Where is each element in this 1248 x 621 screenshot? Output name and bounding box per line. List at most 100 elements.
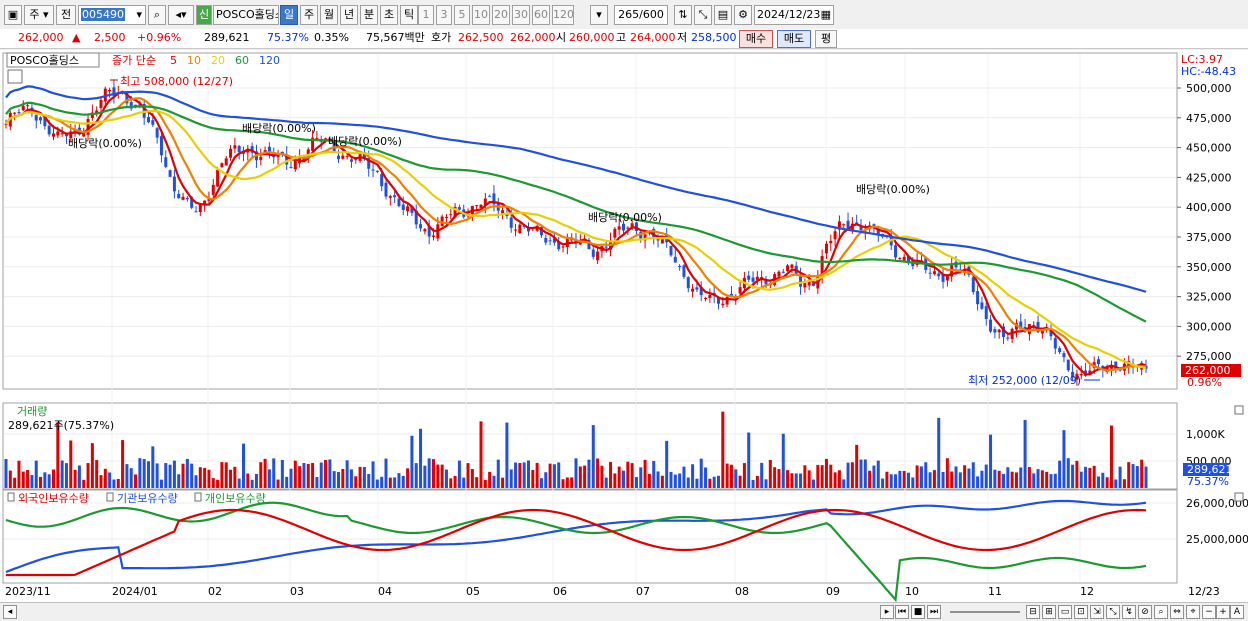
interval-button-5[interactable]: 30: [512, 5, 530, 25]
average-button[interactable]: 평: [815, 30, 837, 48]
current-price: 262,000: [18, 31, 64, 44]
volume-bar: [1135, 466, 1139, 488]
chart-tool-icon[interactable]: ⇅: [674, 5, 692, 25]
tool-icon-3[interactable]: ▭: [1058, 605, 1072, 619]
tool-icon-9[interactable]: ⌕: [1154, 605, 1168, 619]
candle-body: [427, 226, 431, 237]
tool-icon-11[interactable]: ⌖: [1186, 605, 1200, 619]
tool-icon-5[interactable]: ⇲: [1090, 605, 1104, 619]
candle-body: [90, 112, 94, 118]
volume-bar: [90, 443, 94, 488]
up-triangle-icon: ▲: [72, 31, 81, 44]
date-field[interactable]: 2024/12/23 ▦: [754, 5, 834, 25]
settings-icon[interactable]: ⚙: [734, 5, 752, 25]
zoom-in-icon[interactable]: +: [1216, 605, 1230, 619]
scroll-right-icon[interactable]: ▸: [880, 605, 894, 619]
speaker-icon[interactable]: ◂▾: [168, 5, 194, 25]
candle-body: [129, 102, 133, 109]
ma-legend-3: 60: [235, 54, 249, 67]
candle-body: [842, 224, 846, 226]
volume-bar: [280, 459, 284, 488]
stock-chart[interactable]: 500,000 475,000 450,000 425,000 400,000 375,0…: [0, 50, 1248, 602]
auto-scale-icon[interactable]: A: [1230, 605, 1244, 619]
first-page-icon[interactable]: ⏮: [895, 605, 909, 619]
save-icon[interactable]: ▤: [714, 5, 732, 25]
candle-body: [220, 163, 224, 168]
volume-tag-bg: [1183, 463, 1229, 476]
tool-icon-6[interactable]: ⤡: [1106, 605, 1120, 619]
tool-icon-8[interactable]: ⊘: [1138, 605, 1152, 619]
interval-dropdown[interactable]: ▾: [590, 5, 608, 25]
bottom-scrollbar[interactable]: ◂ ▸ ⏮ ■ ⏭ ⊟ ⊞ ▭ ⊡ ⇲ ⤡ ↯ ⊘ ⌕ ⇔ ⌖ − + A: [0, 602, 1248, 621]
stock-code-input[interactable]: 005490 ▾: [78, 5, 146, 25]
buy-button[interactable]: 매수: [739, 30, 773, 48]
volume-panel-close-icon[interactable]: [1234, 405, 1244, 415]
candle-body: [1006, 337, 1010, 339]
volume-bar: [1019, 467, 1023, 488]
volume-bar: [673, 474, 677, 488]
zoom-slider[interactable]: [950, 611, 1020, 613]
interval-button-6[interactable]: 60: [532, 5, 550, 25]
prev-button[interactable]: 전: [56, 5, 76, 25]
candle-body: [984, 306, 988, 320]
volume-bar: [393, 477, 397, 488]
candle-body: [691, 288, 695, 292]
volume-bar: [950, 471, 954, 488]
candle-body: [43, 117, 47, 127]
tool-icon-1[interactable]: ⊟: [1026, 605, 1040, 619]
calculator-icon[interactable]: [7, 69, 23, 84]
volume-bar: [1131, 464, 1135, 488]
last-page-icon[interactable]: ⏭: [927, 605, 941, 619]
layout-icon[interactable]: ▣: [4, 5, 22, 25]
interval-button-0[interactable]: 1: [418, 5, 434, 25]
interval-button-2[interactable]: 5: [454, 5, 470, 25]
interval-button-1[interactable]: 3: [436, 5, 452, 25]
sell-button[interactable]: 매도: [777, 30, 811, 48]
volume-bar: [181, 463, 185, 488]
volume-bar: [997, 470, 1001, 488]
candle-body: [777, 271, 781, 277]
period-tab-5[interactable]: 초: [380, 5, 398, 25]
tool-icon-10[interactable]: ⇔: [1170, 605, 1184, 619]
period-tab-1[interactable]: 주: [300, 5, 318, 25]
volume-bar: [194, 475, 198, 488]
period-tab-4[interactable]: 분: [360, 5, 378, 25]
period-tab-0[interactable]: 일: [280, 5, 298, 25]
zoom-icon[interactable]: ⤡: [694, 5, 712, 25]
holding-legend-box-2: [194, 492, 202, 502]
volume-bar: [1114, 479, 1118, 488]
candle-body: [738, 287, 742, 294]
candle-body: [483, 198, 487, 206]
volume-bar: [1127, 462, 1131, 488]
chart-area[interactable]: 500,000 475,000 450,000 425,000 400,000 375,0…: [0, 50, 1248, 602]
holding-legend-box-0: [7, 492, 15, 502]
tool-icon-4[interactable]: ⊡: [1074, 605, 1088, 619]
scroll-left-icon[interactable]: ◂: [3, 605, 17, 619]
tool-icon-7[interactable]: ↯: [1122, 605, 1136, 619]
holding-panel-close-icon[interactable]: [1234, 492, 1244, 502]
count-field[interactable]: 265/600: [614, 5, 668, 25]
volume-bar: [954, 466, 958, 488]
candle-body: [509, 217, 513, 228]
interval-button-3[interactable]: 10: [472, 5, 490, 25]
zoom-out-icon[interactable]: −: [1202, 605, 1216, 619]
search-icon[interactable]: ⌕: [148, 5, 166, 25]
volume-bar: [915, 465, 919, 488]
candle-body: [1097, 359, 1100, 364]
period-tab-3[interactable]: 년: [340, 5, 358, 25]
volume-bar: [263, 458, 267, 488]
candle-body: [522, 225, 526, 227]
tool-icon-2[interactable]: ⊞: [1042, 605, 1056, 619]
period-tab-6[interactable]: 틱: [400, 5, 418, 25]
market-select[interactable]: 주 ▾: [24, 5, 54, 25]
stop-icon[interactable]: ■: [911, 605, 925, 619]
candle-body: [596, 251, 600, 261]
interval-button-4[interactable]: 20: [492, 5, 510, 25]
interval-button-7[interactable]: 120: [552, 5, 574, 25]
volume-bar: [406, 468, 410, 488]
volume-bar: [95, 460, 99, 488]
candle-body: [617, 226, 621, 230]
period-tab-2[interactable]: 월: [320, 5, 338, 25]
volume-bar: [660, 475, 664, 488]
candle-body: [544, 237, 548, 243]
